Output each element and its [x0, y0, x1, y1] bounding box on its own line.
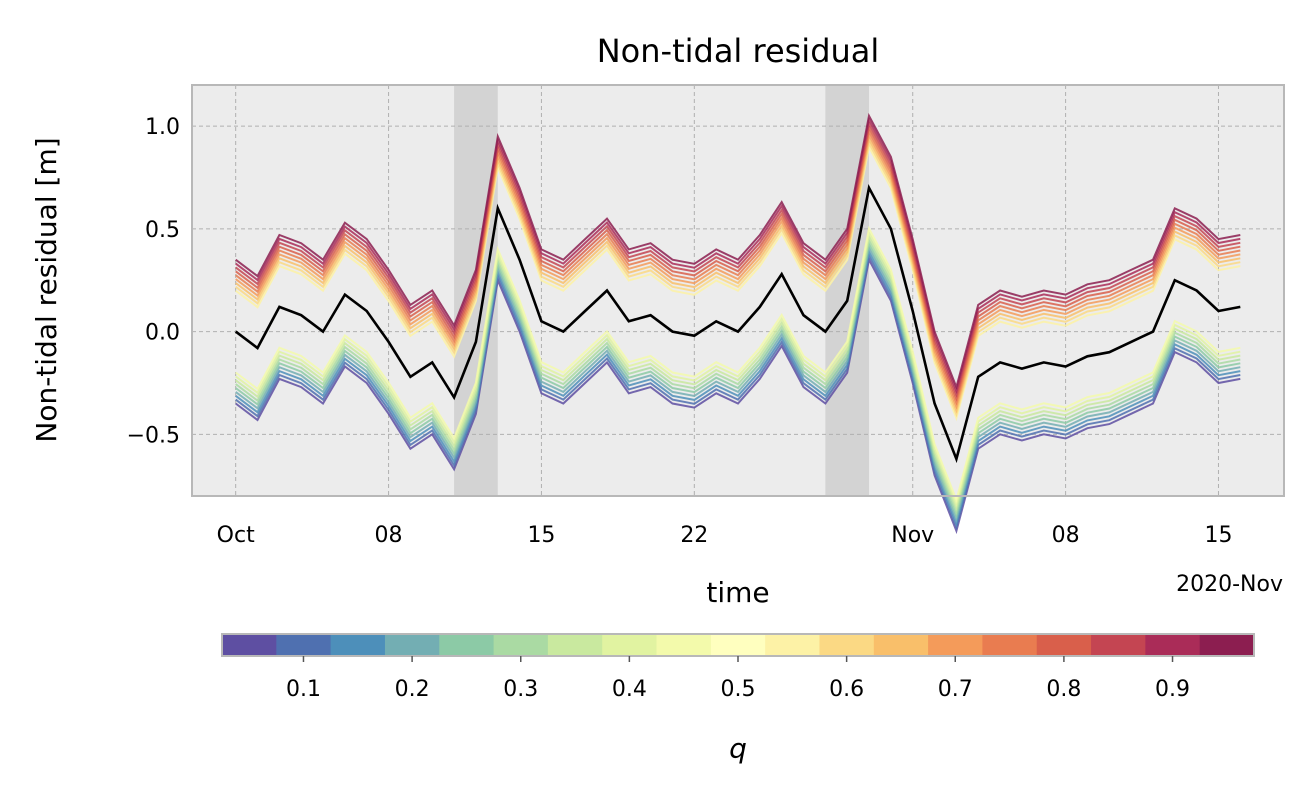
colorbar-tick-label: 0.3	[503, 677, 538, 702]
y-tick-labels: 1.0 0.5 0.0 −0.5	[127, 115, 180, 448]
colorbar-segment	[1091, 634, 1146, 656]
colorbar-segment	[222, 634, 277, 656]
quantile-line	[235, 229, 1241, 508]
y-tick-label: 0.5	[145, 218, 180, 243]
quantile-line	[235, 124, 1241, 402]
x-axis-label: time	[706, 576, 769, 609]
colorbar	[222, 634, 1255, 656]
colorbar-segment	[656, 634, 712, 656]
y-tick-label: 0.0	[145, 321, 180, 346]
colorbar-segment	[873, 634, 929, 656]
colorbar-segment	[1199, 634, 1255, 656]
colorbar-ticks: 0.1 0.2 0.3 0.4 0.5 0.6 0.7 0.8 0.9	[286, 656, 1190, 702]
x-tick-label: Oct	[217, 523, 255, 548]
colorbar-tick-label: 0.7	[938, 677, 973, 702]
quantile-line	[235, 140, 1241, 418]
quantile-line	[235, 252, 1241, 531]
x-tick-label: Nov	[891, 523, 934, 548]
series-layer	[234, 112, 1241, 535]
quantile-line	[235, 225, 1241, 504]
x-axis-note: 2020-Nov	[1176, 572, 1283, 597]
quantile-line	[235, 136, 1241, 414]
colorbar-segment	[439, 634, 495, 656]
colorbar-segment	[1036, 634, 1092, 656]
quantile-line	[235, 112, 1241, 391]
colorbar-segment	[384, 634, 440, 656]
colorbar-segment	[819, 634, 875, 656]
colorbar-segment	[276, 634, 332, 656]
quantile-line	[235, 132, 1241, 410]
colorbar-segment	[547, 634, 603, 656]
colorbar-tick-label: 0.6	[829, 677, 864, 702]
x-tick-label: 15	[1204, 523, 1232, 548]
quantile-line	[235, 116, 1241, 395]
colorbar-tick-label: 0.5	[721, 677, 756, 702]
colorbar-segment	[982, 634, 1038, 656]
colorbar-segment	[602, 634, 658, 656]
quantile-line	[235, 245, 1241, 523]
quantile-line	[235, 237, 1241, 515]
colorbar-label: q	[729, 732, 747, 765]
colorbar-segment	[765, 634, 821, 656]
colorbar-segment	[1145, 634, 1201, 656]
y-tick-label: −0.5	[127, 423, 180, 448]
y-tick-label: 1.0	[145, 115, 180, 140]
colorbar-segment	[928, 634, 984, 656]
colorbar-segment	[710, 634, 766, 656]
colorbar-segment	[493, 634, 549, 656]
quantile-line	[235, 241, 1241, 519]
x-tick-label: 22	[680, 523, 708, 548]
colorbar-tick-label: 0.2	[395, 677, 430, 702]
quantile-line	[235, 248, 1241, 527]
colorbar-tick-label: 0.4	[612, 677, 647, 702]
x-tick-label: 08	[1052, 523, 1080, 548]
x-tick-label: 15	[527, 523, 555, 548]
x-tick-labels: Oct 08 15 22 Nov 08 15	[217, 523, 1233, 548]
quantile-line	[235, 128, 1241, 406]
plot-frame	[191, 84, 1285, 497]
y-axis-label: Non-tidal residual [m]	[30, 137, 63, 442]
quantile-line	[235, 120, 1241, 399]
observed-series-line	[234, 183, 1241, 464]
colorbar-tick-label: 0.1	[286, 677, 321, 702]
colorbar-tick-label: 0.8	[1046, 677, 1081, 702]
colorbar-segment	[330, 634, 386, 656]
colorbar-tick-label: 0.9	[1155, 677, 1190, 702]
quantile-line	[235, 233, 1241, 511]
chart-title: Non-tidal residual	[597, 32, 880, 70]
x-tick-label: 08	[375, 523, 403, 548]
quantile-line	[235, 143, 1241, 422]
quantile-line	[235, 256, 1241, 535]
